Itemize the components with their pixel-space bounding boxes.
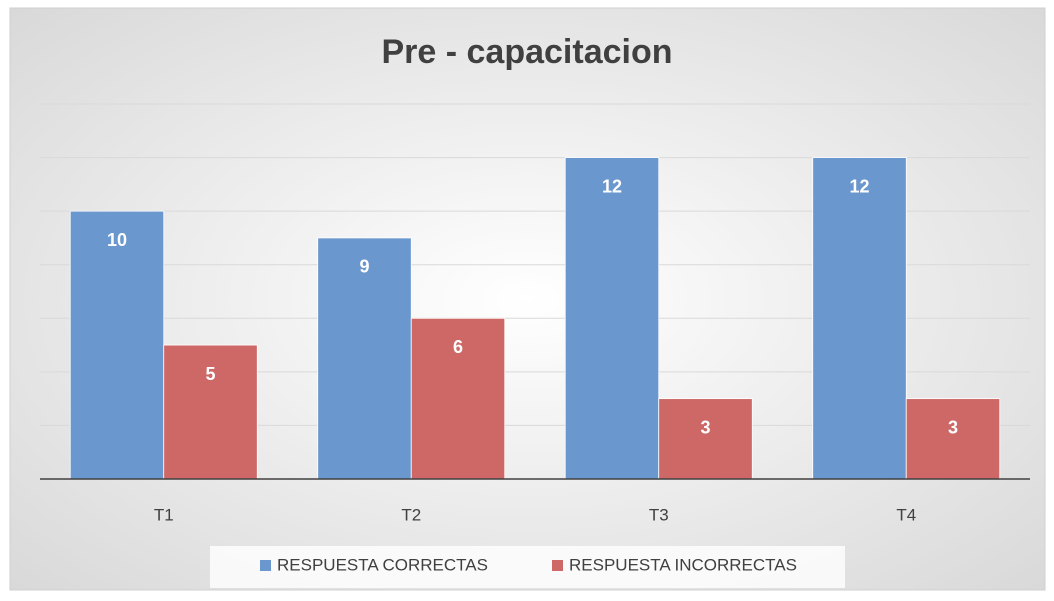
data-label: 9	[359, 257, 369, 277]
data-label: 12	[849, 176, 869, 196]
bar	[317, 237, 412, 480]
x-tick-label: T4	[896, 505, 916, 524]
bar	[658, 398, 753, 480]
bar	[163, 344, 258, 480]
data-label: 12	[602, 176, 622, 196]
bar	[812, 157, 907, 480]
data-label: 10	[107, 230, 127, 250]
chart-title: Pre - capacitacion	[381, 33, 672, 71]
bar	[410, 317, 506, 480]
legend-box	[210, 546, 845, 588]
legend-swatch	[260, 560, 271, 571]
bar	[905, 398, 1001, 480]
data-label: 6	[453, 337, 463, 357]
legend-label: RESPUESTA INCORRECTAS	[569, 555, 797, 574]
x-tick-label: T3	[649, 505, 669, 524]
bar	[69, 210, 165, 480]
legend-label: RESPUESTA CORRECTAS	[277, 555, 488, 574]
x-tick-label: T2	[401, 505, 421, 524]
legend-swatch	[552, 560, 563, 571]
data-label: 3	[700, 417, 710, 437]
data-label: 3	[948, 417, 958, 437]
x-tick-label: T1	[154, 505, 174, 524]
data-label: 5	[205, 364, 215, 384]
bar	[564, 157, 660, 480]
